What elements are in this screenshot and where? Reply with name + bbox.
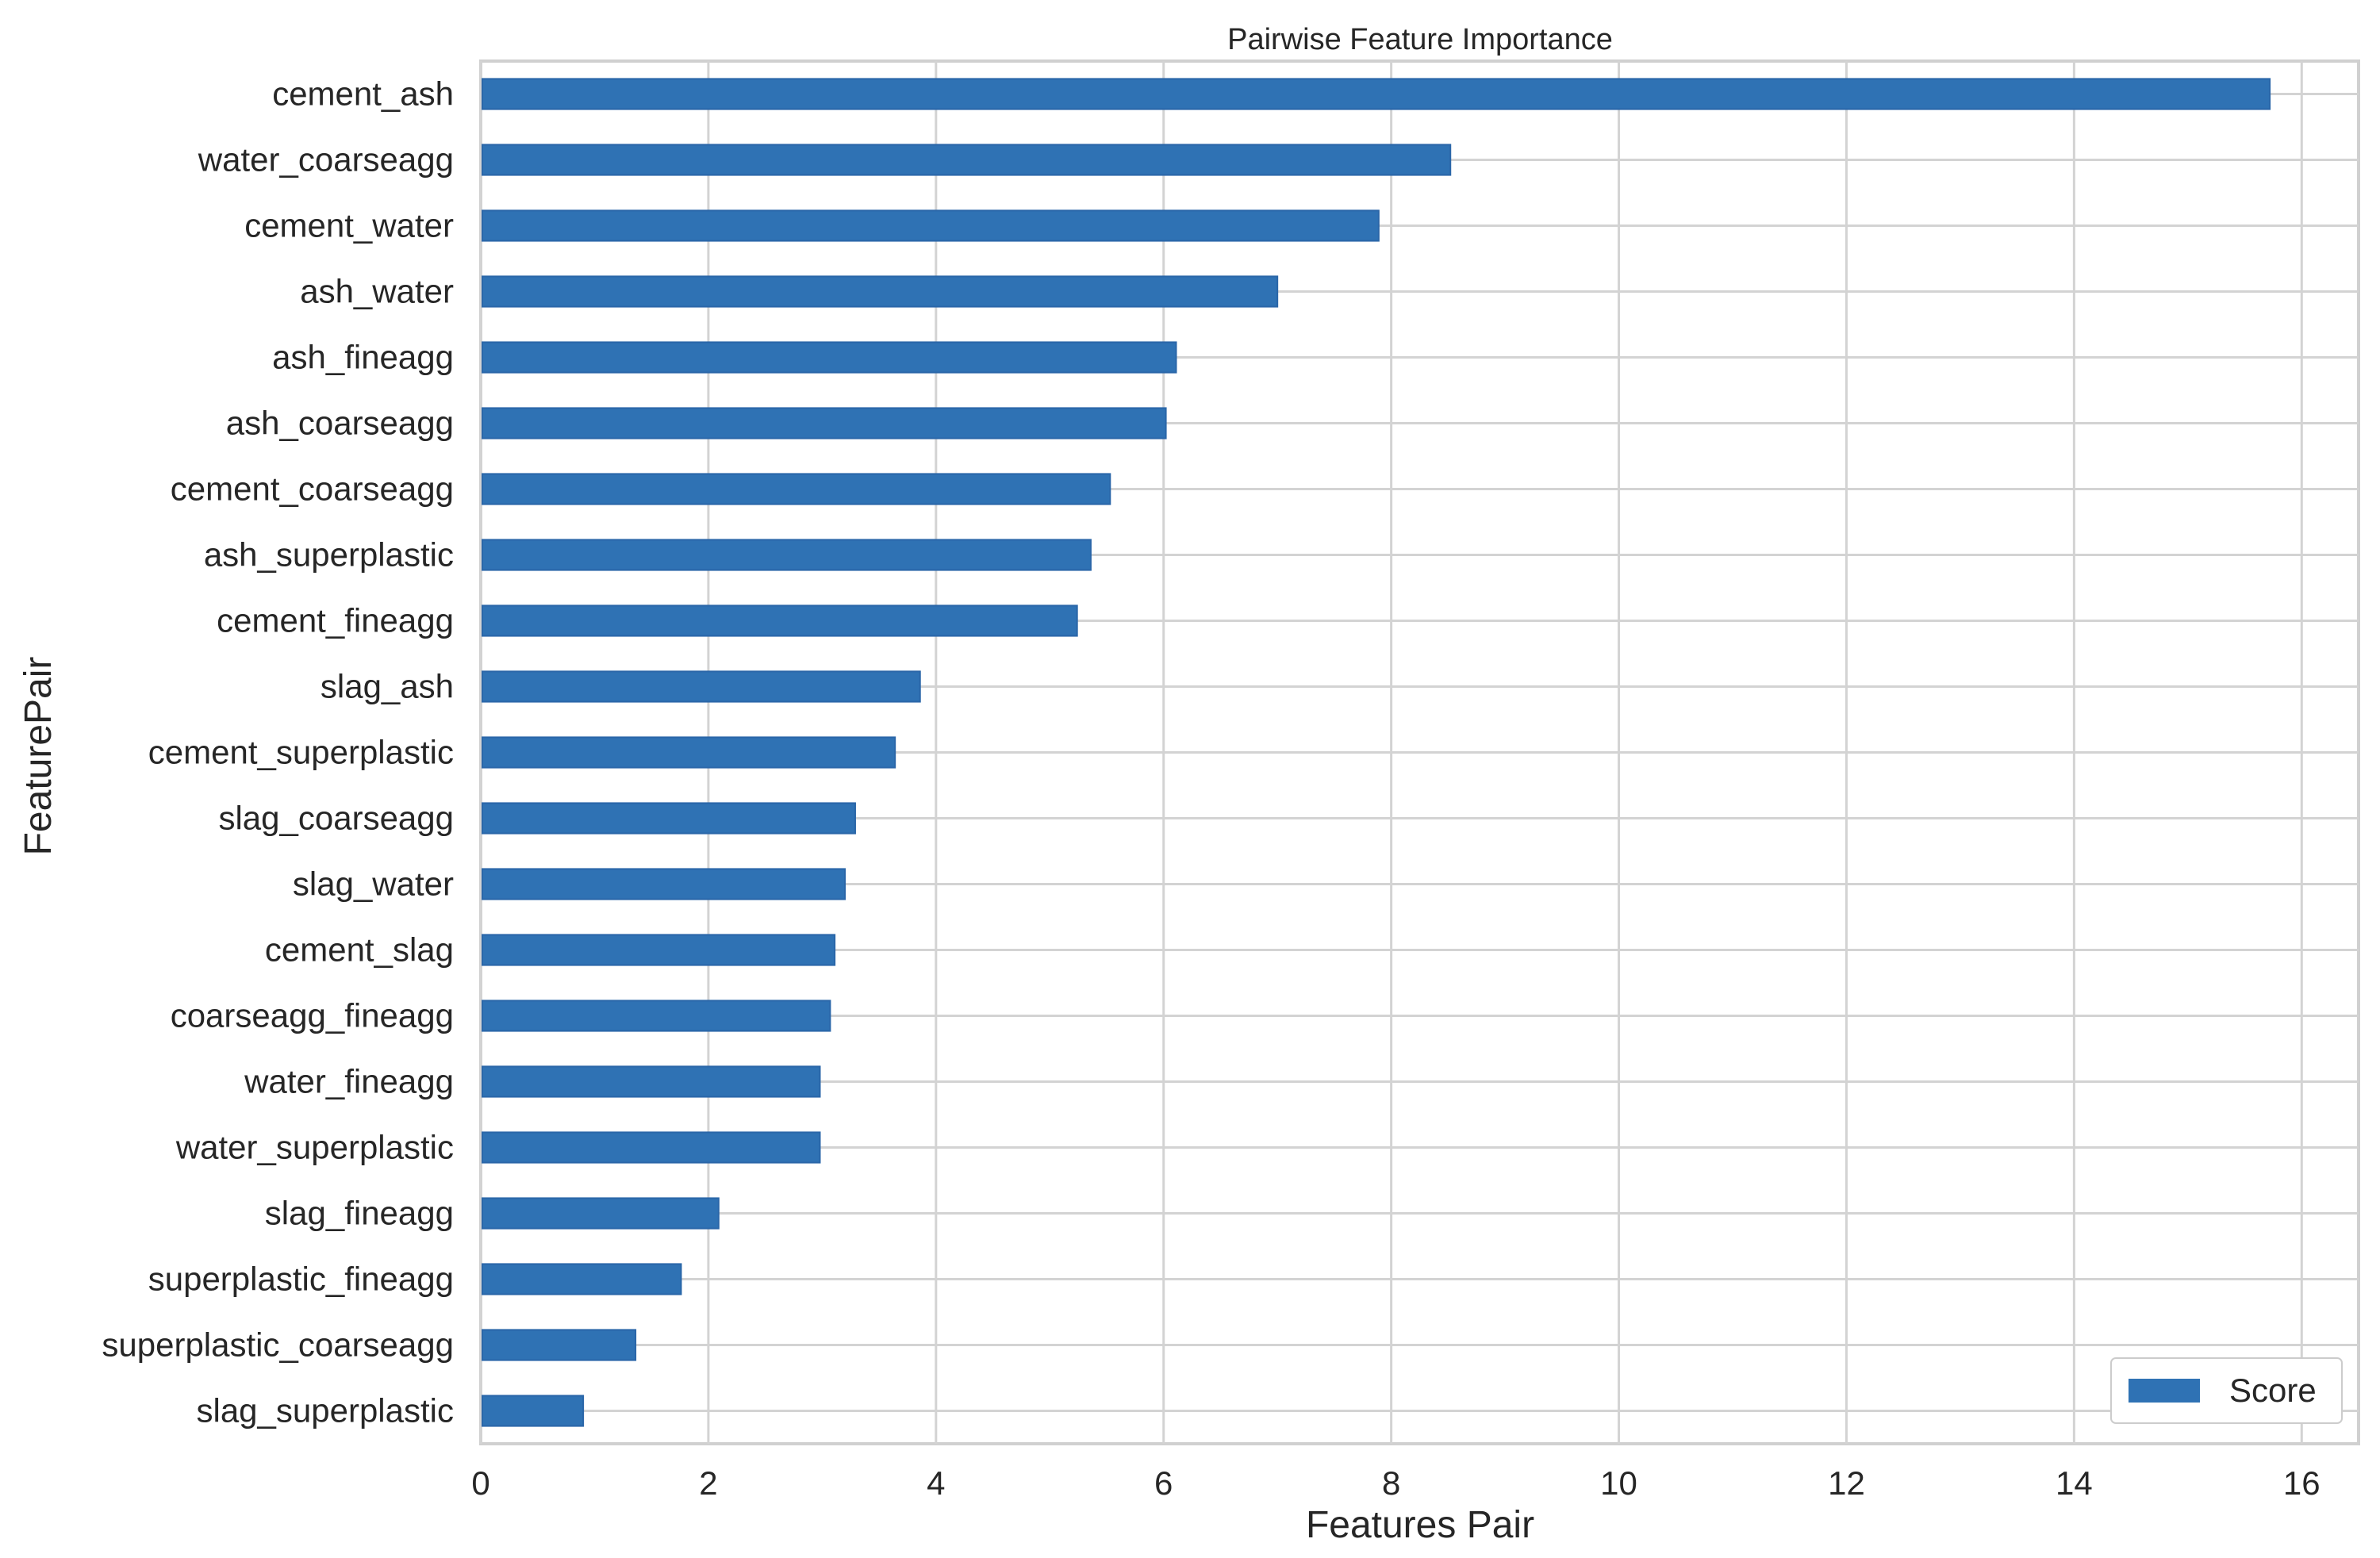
y-axis-label: FeaturePair <box>17 657 60 856</box>
legend-label-score: Score <box>2229 1372 2317 1409</box>
bar-water-coarseagg <box>482 144 1452 176</box>
bar-slag-fineagg <box>482 1197 720 1230</box>
bar-cement-superplastic <box>482 736 896 769</box>
y-tick-label: slag_fineagg <box>265 1195 454 1232</box>
bar-ash-coarseagg <box>482 407 1167 439</box>
y-tick-label: cement_slag <box>265 931 454 969</box>
bar-slag-coarseagg <box>482 802 856 835</box>
bar-cement-ash <box>482 78 2271 110</box>
y-tick-label: ash_water <box>300 273 454 310</box>
bar-cement-slag <box>482 934 836 966</box>
x-axis-label: Features Pair <box>1306 1504 1534 1546</box>
y-tick-label: ash_superplastic <box>204 536 454 574</box>
y-tick-label: superplastic_coarseagg <box>102 1326 454 1364</box>
bar-cement-water <box>482 209 1380 242</box>
y-tick-label: superplastic_fineagg <box>148 1261 454 1298</box>
y-tick-label: water_coarseagg <box>198 141 454 178</box>
legend: Score <box>2110 1357 2343 1424</box>
y-tick-label: cement_water <box>244 207 454 244</box>
y-tick-label: cement_superplastic <box>148 734 454 771</box>
bar-slag-ash <box>482 670 921 703</box>
x-tick-label: 16 <box>2283 1464 2320 1502</box>
x-tick-label: 2 <box>699 1464 717 1502</box>
bar-slag-superplastic <box>482 1395 585 1427</box>
y-tick-label: ash_coarseagg <box>226 405 454 442</box>
bar-ash-fineagg <box>482 341 1177 374</box>
x-tick-label: 14 <box>2056 1464 2093 1502</box>
bar-water-superplastic <box>482 1131 821 1164</box>
y-tick-label: water_superplastic <box>175 1129 454 1166</box>
y-tick-label: slag_coarseagg <box>218 800 454 837</box>
legend-box <box>2110 1357 2343 1424</box>
y-tick-label: cement_fineagg <box>217 602 454 639</box>
bar-ash-water <box>482 275 1279 308</box>
x-tick-label: 8 <box>1382 1464 1400 1502</box>
bar-water-fineagg <box>482 1065 821 1098</box>
x-tick-label: 0 <box>471 1464 489 1502</box>
y-tick-label: cement_ash <box>272 75 454 113</box>
bars <box>482 78 2271 1427</box>
y-tick-label: slag_water <box>293 865 454 903</box>
bar-coarseagg-fineagg <box>482 1000 831 1032</box>
x-tick-label: 12 <box>1828 1464 1865 1502</box>
bar-cement-fineagg <box>482 604 1078 637</box>
legend-swatch-score <box>2129 1379 2200 1403</box>
x-tick-labels: 0 2 4 6 8 10 12 14 16 <box>471 1464 2320 1502</box>
x-tick-label: 10 <box>1600 1464 1637 1502</box>
bar-superplastic-fineagg <box>482 1263 682 1295</box>
bar-cement-coarseagg <box>482 473 1111 505</box>
y-tick-label: cement_coarseagg <box>171 470 454 508</box>
y-tick-label: ash_fineagg <box>272 339 454 376</box>
y-tick-label: coarseagg_fineagg <box>171 997 454 1034</box>
y-tick-label: slag_superplastic <box>196 1392 454 1429</box>
x-tick-label: 4 <box>927 1464 945 1502</box>
bar-ash-superplastic <box>482 539 1092 571</box>
bar-slag-water <box>482 868 846 900</box>
chart-title: Pairwise Feature Importance <box>1227 23 1613 56</box>
y-tick-labels: cement_ash water_coarseagg cement_waterash… <box>102 75 454 1429</box>
y-tick-label: slag_ash <box>321 668 454 705</box>
bar-superplastic-coarseagg <box>482 1329 637 1361</box>
x-tick-label: 6 <box>1154 1464 1173 1502</box>
y-tick-label: water_fineagg <box>244 1063 454 1100</box>
